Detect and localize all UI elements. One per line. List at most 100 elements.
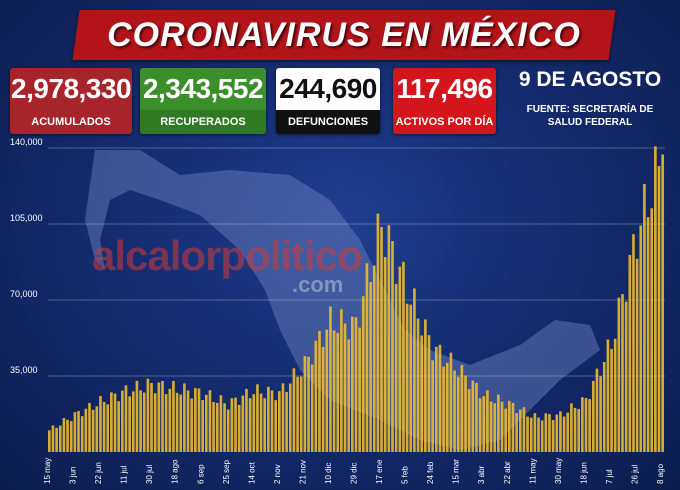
daily-bar: [88, 402, 91, 452]
daily-bar: [500, 401, 504, 452]
daily-bar: [420, 335, 424, 452]
x-tick-label: 3 abr: [477, 465, 486, 484]
daily-bar: [157, 382, 161, 452]
daily-bar: [285, 391, 288, 452]
x-tick-label: 26 jul: [630, 465, 639, 484]
x-tick-label: 6 sep: [196, 464, 205, 484]
daily-bar: [230, 398, 234, 452]
daily-bar: [358, 327, 361, 452]
daily-bar: [237, 404, 241, 452]
x-tick-label: 30 jul: [145, 465, 154, 484]
daily-bar: [340, 309, 343, 452]
daily-bar: [270, 390, 274, 452]
daily-bar: [602, 362, 606, 452]
x-tick-label: 18 ago: [171, 459, 180, 484]
daily-bar: [424, 319, 427, 452]
daily-bar: [434, 346, 438, 452]
daily-bar: [650, 208, 654, 452]
daily-bar: [464, 375, 467, 452]
x-tick-label: 11 jul: [120, 465, 129, 484]
daily-bar: [453, 370, 456, 452]
stat-activos: 117,496 ACTIVOS POR DÍA: [393, 68, 496, 134]
y-tick-label: 140,000: [10, 137, 43, 147]
daily-bar: [99, 396, 102, 452]
daily-bar: [288, 383, 292, 452]
daily-bar: [405, 303, 409, 452]
daily-bar: [559, 411, 562, 452]
daily-bar: [91, 409, 95, 452]
daily-bar: [606, 339, 610, 452]
daily-bar: [77, 410, 80, 452]
daily-bar: [267, 386, 270, 452]
daily-bar: [544, 413, 548, 452]
y-tick-label: 35,000: [10, 365, 38, 375]
daily-bar: [208, 390, 212, 452]
daily-bar: [153, 393, 157, 452]
x-tick-label: 18 jun: [579, 462, 588, 484]
stat-acumulados: 2,978,330 ACUMULADOS: [10, 68, 132, 134]
daily-bar: [84, 408, 88, 452]
daily-bar: [351, 316, 354, 452]
daily-bar: [394, 283, 398, 452]
daily-bar: [263, 398, 267, 452]
daily-bar: [365, 263, 369, 452]
source-note: FUENTE: SECRETARÍA DE SALUD FEDERAL: [526, 104, 654, 128]
stat-recuperados: 2,343,552 RECUPERADOS: [140, 68, 266, 134]
daily-bar: [175, 392, 179, 452]
daily-bar: [69, 421, 73, 452]
daily-bar: [55, 427, 58, 452]
stat-recuperados-value: 2,343,552: [142, 73, 264, 104]
daily-bar: [573, 407, 577, 452]
daily-bar: [117, 401, 120, 452]
daily-bar: [314, 340, 318, 452]
daily-bar: [380, 227, 383, 452]
daily-bar: [161, 380, 164, 452]
daily-bar: [124, 385, 128, 452]
daily-bar: [566, 412, 570, 452]
daily-bar: [482, 396, 486, 452]
daily-bar: [398, 266, 402, 452]
daily-bar: [540, 420, 544, 452]
daily-bar: [489, 401, 493, 452]
daily-bar: [562, 416, 566, 452]
daily-bar: [657, 165, 661, 452]
daily-bar: [186, 390, 190, 452]
daily-bar: [131, 391, 135, 452]
x-tick-label: 15 mar: [452, 459, 461, 484]
daily-bar: [274, 400, 277, 452]
daily-bar: [639, 225, 643, 452]
daily-bar: [533, 413, 537, 452]
x-tick-label: 2 nov: [273, 464, 282, 484]
daily-bar: [142, 392, 146, 452]
daily-bar: [139, 390, 142, 452]
x-tick-label: 25 sep: [222, 459, 231, 484]
daily-bar: [296, 376, 299, 452]
daily-bar: [646, 217, 650, 452]
stat-defunciones-value: 244,690: [276, 68, 380, 110]
daily-bar: [493, 403, 497, 452]
daily-bar: [471, 380, 475, 452]
x-tick-label: 21 nov: [298, 460, 307, 484]
daily-bar: [347, 339, 350, 452]
stat-recuperados-label: RECUPERADOS: [140, 110, 266, 134]
daily-bar: [168, 388, 172, 452]
daily-bar: [591, 380, 595, 452]
stat-defunciones-label: DEFUNCIONES: [287, 116, 369, 128]
daily-bar: [292, 368, 296, 452]
daily-bar: [215, 402, 219, 452]
daily-bar: [613, 338, 617, 452]
daily-bar: [467, 389, 471, 452]
x-tick-label: 7 jul: [605, 469, 614, 484]
daily-bar: [449, 352, 453, 452]
daily-bar: [278, 391, 281, 452]
daily-bar: [318, 330, 321, 452]
daily-bar: [438, 344, 442, 452]
daily-bar: [197, 388, 201, 452]
daily-bar: [219, 395, 223, 452]
stat-activos-label: ACTIVOS POR DÍA: [395, 116, 494, 128]
daily-bar: [529, 417, 533, 452]
daily-bar: [183, 383, 186, 452]
y-tick-label: 70,000: [10, 289, 38, 299]
daily-bar: [577, 408, 581, 452]
